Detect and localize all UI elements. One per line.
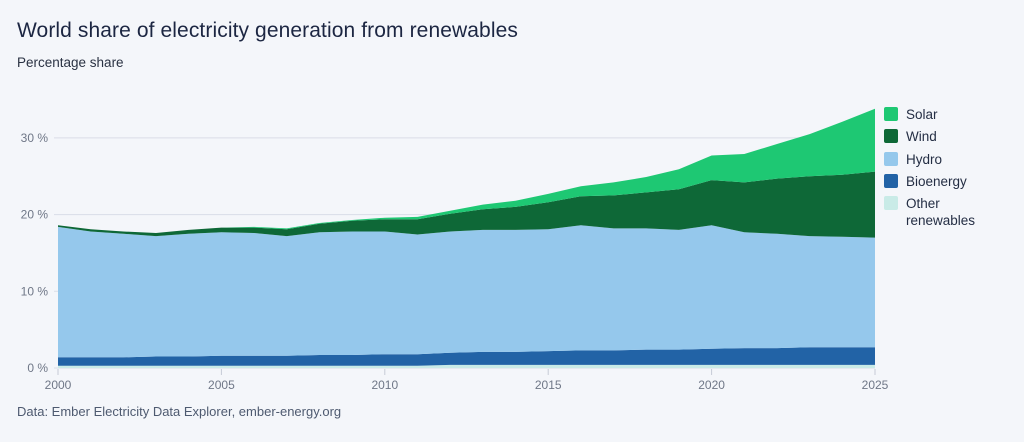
- y-axis-label-30: 30 %: [21, 131, 49, 145]
- data-source-footer: Data: Ember Electricity Data Explorer, e…: [17, 404, 342, 419]
- area-solar: [58, 108, 875, 233]
- area-hydro: [58, 225, 875, 358]
- y-axis-label-10: 10 %: [21, 284, 49, 298]
- x-axis-label-2000: 2000: [45, 378, 72, 392]
- area-bioenergy: [58, 347, 875, 366]
- legend-swatch-other-renewables: [884, 196, 898, 211]
- legend-item-hydro[interactable]: Hydro: [884, 151, 1014, 168]
- legend-swatch-solar: [884, 107, 898, 121]
- x-axis-label-2010: 2010: [371, 378, 398, 392]
- legend-swatch-hydro: [884, 151, 898, 166]
- x-axis-label-2025: 2025: [862, 378, 889, 392]
- chart-subtitle: Percentage share: [17, 55, 124, 70]
- legend-item-wind[interactable]: Wind: [884, 128, 1014, 145]
- y-axis-label-0: 0 %: [27, 361, 48, 375]
- x-axis-label-2020: 2020: [698, 378, 725, 392]
- x-axis-label-2005: 2005: [208, 378, 235, 392]
- area-other-renewables: [58, 364, 875, 368]
- legend-label-wind: Wind: [906, 129, 937, 145]
- legend-item-solar[interactable]: Solar: [884, 106, 1014, 123]
- legend-label-hydro: Hydro: [906, 151, 943, 167]
- legend-swatch-bioenergy: [884, 173, 898, 188]
- y-axis-label-20: 20 %: [21, 208, 49, 222]
- x-axis-label-2015: 2015: [535, 378, 562, 392]
- legend-swatch-wind: [884, 129, 898, 144]
- legend-item-other-renewables[interactable]: Other renewables: [884, 195, 1014, 230]
- legend-item-bioenergy[interactable]: Bioenergy: [884, 173, 1014, 190]
- legend-label-solar: Solar: [906, 107, 938, 122]
- chart-legend: Solar Wind Hydro Bioenergy Other renewables: [884, 106, 1014, 230]
- legend-label-bioenergy: Bioenergy: [906, 173, 967, 189]
- area-wind: [58, 171, 875, 238]
- legend-label-other-renewables: Other renewables: [906, 196, 976, 229]
- page-title: World share of electricity generation fr…: [17, 19, 518, 42]
